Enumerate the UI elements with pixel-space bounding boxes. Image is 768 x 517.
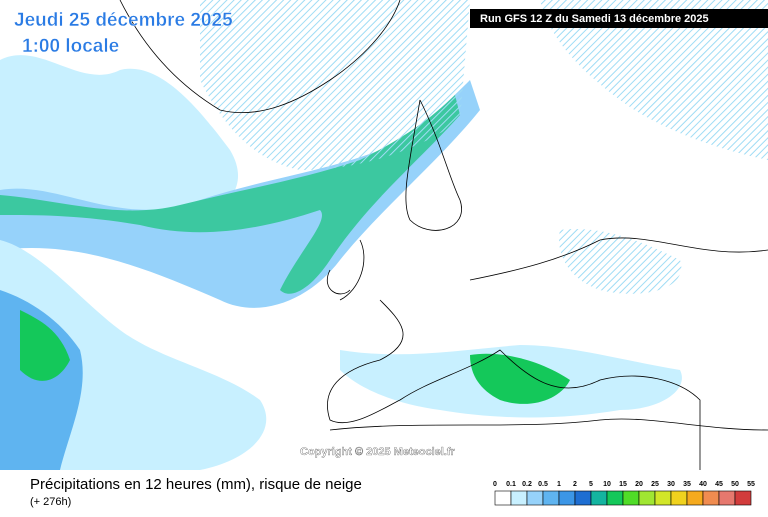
legend-label: 35 — [683, 481, 691, 488]
legend-swatch — [654, 490, 672, 506]
copyright: Copyright © 2025 Meteociel.fr — [300, 446, 456, 458]
legend-label: 25 — [651, 481, 659, 488]
legend-swatch — [526, 490, 544, 506]
legend: 0 0.1 0.2 0.5 1 2 5 10 15 20 25 30 35 40 45 50 55 — [493, 481, 755, 506]
legend-swatch — [510, 490, 528, 506]
legend-label: 0.1 — [506, 481, 516, 488]
legend-swatch — [622, 490, 640, 506]
legend-label: 0.5 — [538, 481, 548, 488]
coastlines — [119, 0, 768, 470]
legend-swatch — [702, 490, 720, 506]
legend-label: 2 — [573, 481, 577, 488]
run-banner — [470, 9, 768, 28]
legend-label: 0 — [493, 481, 497, 488]
precip-area — [470, 353, 570, 404]
coastline — [327, 239, 365, 301]
legend-label: 45 — [715, 481, 723, 488]
legend-label: 50 — [731, 481, 739, 488]
legend-label: 10 — [603, 481, 611, 488]
time-label: 1:00 locale — [22, 36, 119, 57]
legend-swatch — [670, 490, 688, 506]
snow-risk — [540, 0, 768, 160]
legend-label: 55 — [747, 481, 755, 488]
precip-area — [20, 310, 70, 381]
legend-label: 5 — [589, 481, 593, 488]
legend-swatch — [558, 490, 576, 506]
legend-swatch — [606, 490, 624, 506]
legend-swatch — [542, 490, 560, 506]
precip-areas — [0, 0, 768, 470]
precip-area — [0, 95, 460, 294]
legend-swatch — [638, 490, 656, 506]
legend-label: 40 — [699, 481, 707, 488]
snow-risk — [200, 0, 470, 170]
footer-title: Précipitations en 12 heures (mm), risque… — [30, 476, 362, 493]
coastline — [469, 237, 768, 281]
legend-label: 0.2 — [522, 481, 532, 488]
legend-swatch — [574, 490, 592, 506]
date-label: Jeudi 25 décembre 2025 — [14, 10, 233, 31]
coastline — [119, 0, 401, 114]
run-label: Run GFS 12 Z du Samedi 13 décembre 2025 — [480, 13, 709, 25]
legend-swatch — [734, 490, 752, 506]
legend-swatch — [494, 490, 512, 506]
coastline — [327, 299, 701, 470]
legend-label: 1 — [557, 481, 561, 488]
legend-swatch — [686, 490, 704, 506]
coastline — [329, 418, 768, 431]
coastline — [405, 99, 462, 231]
legend-label: 15 — [619, 481, 627, 488]
legend-swatch — [590, 490, 608, 506]
legend-label: 30 — [667, 481, 675, 488]
legend-label: 20 — [635, 481, 643, 488]
legend-swatch — [718, 490, 736, 506]
footer-lead: (+ 276h) — [30, 496, 71, 508]
